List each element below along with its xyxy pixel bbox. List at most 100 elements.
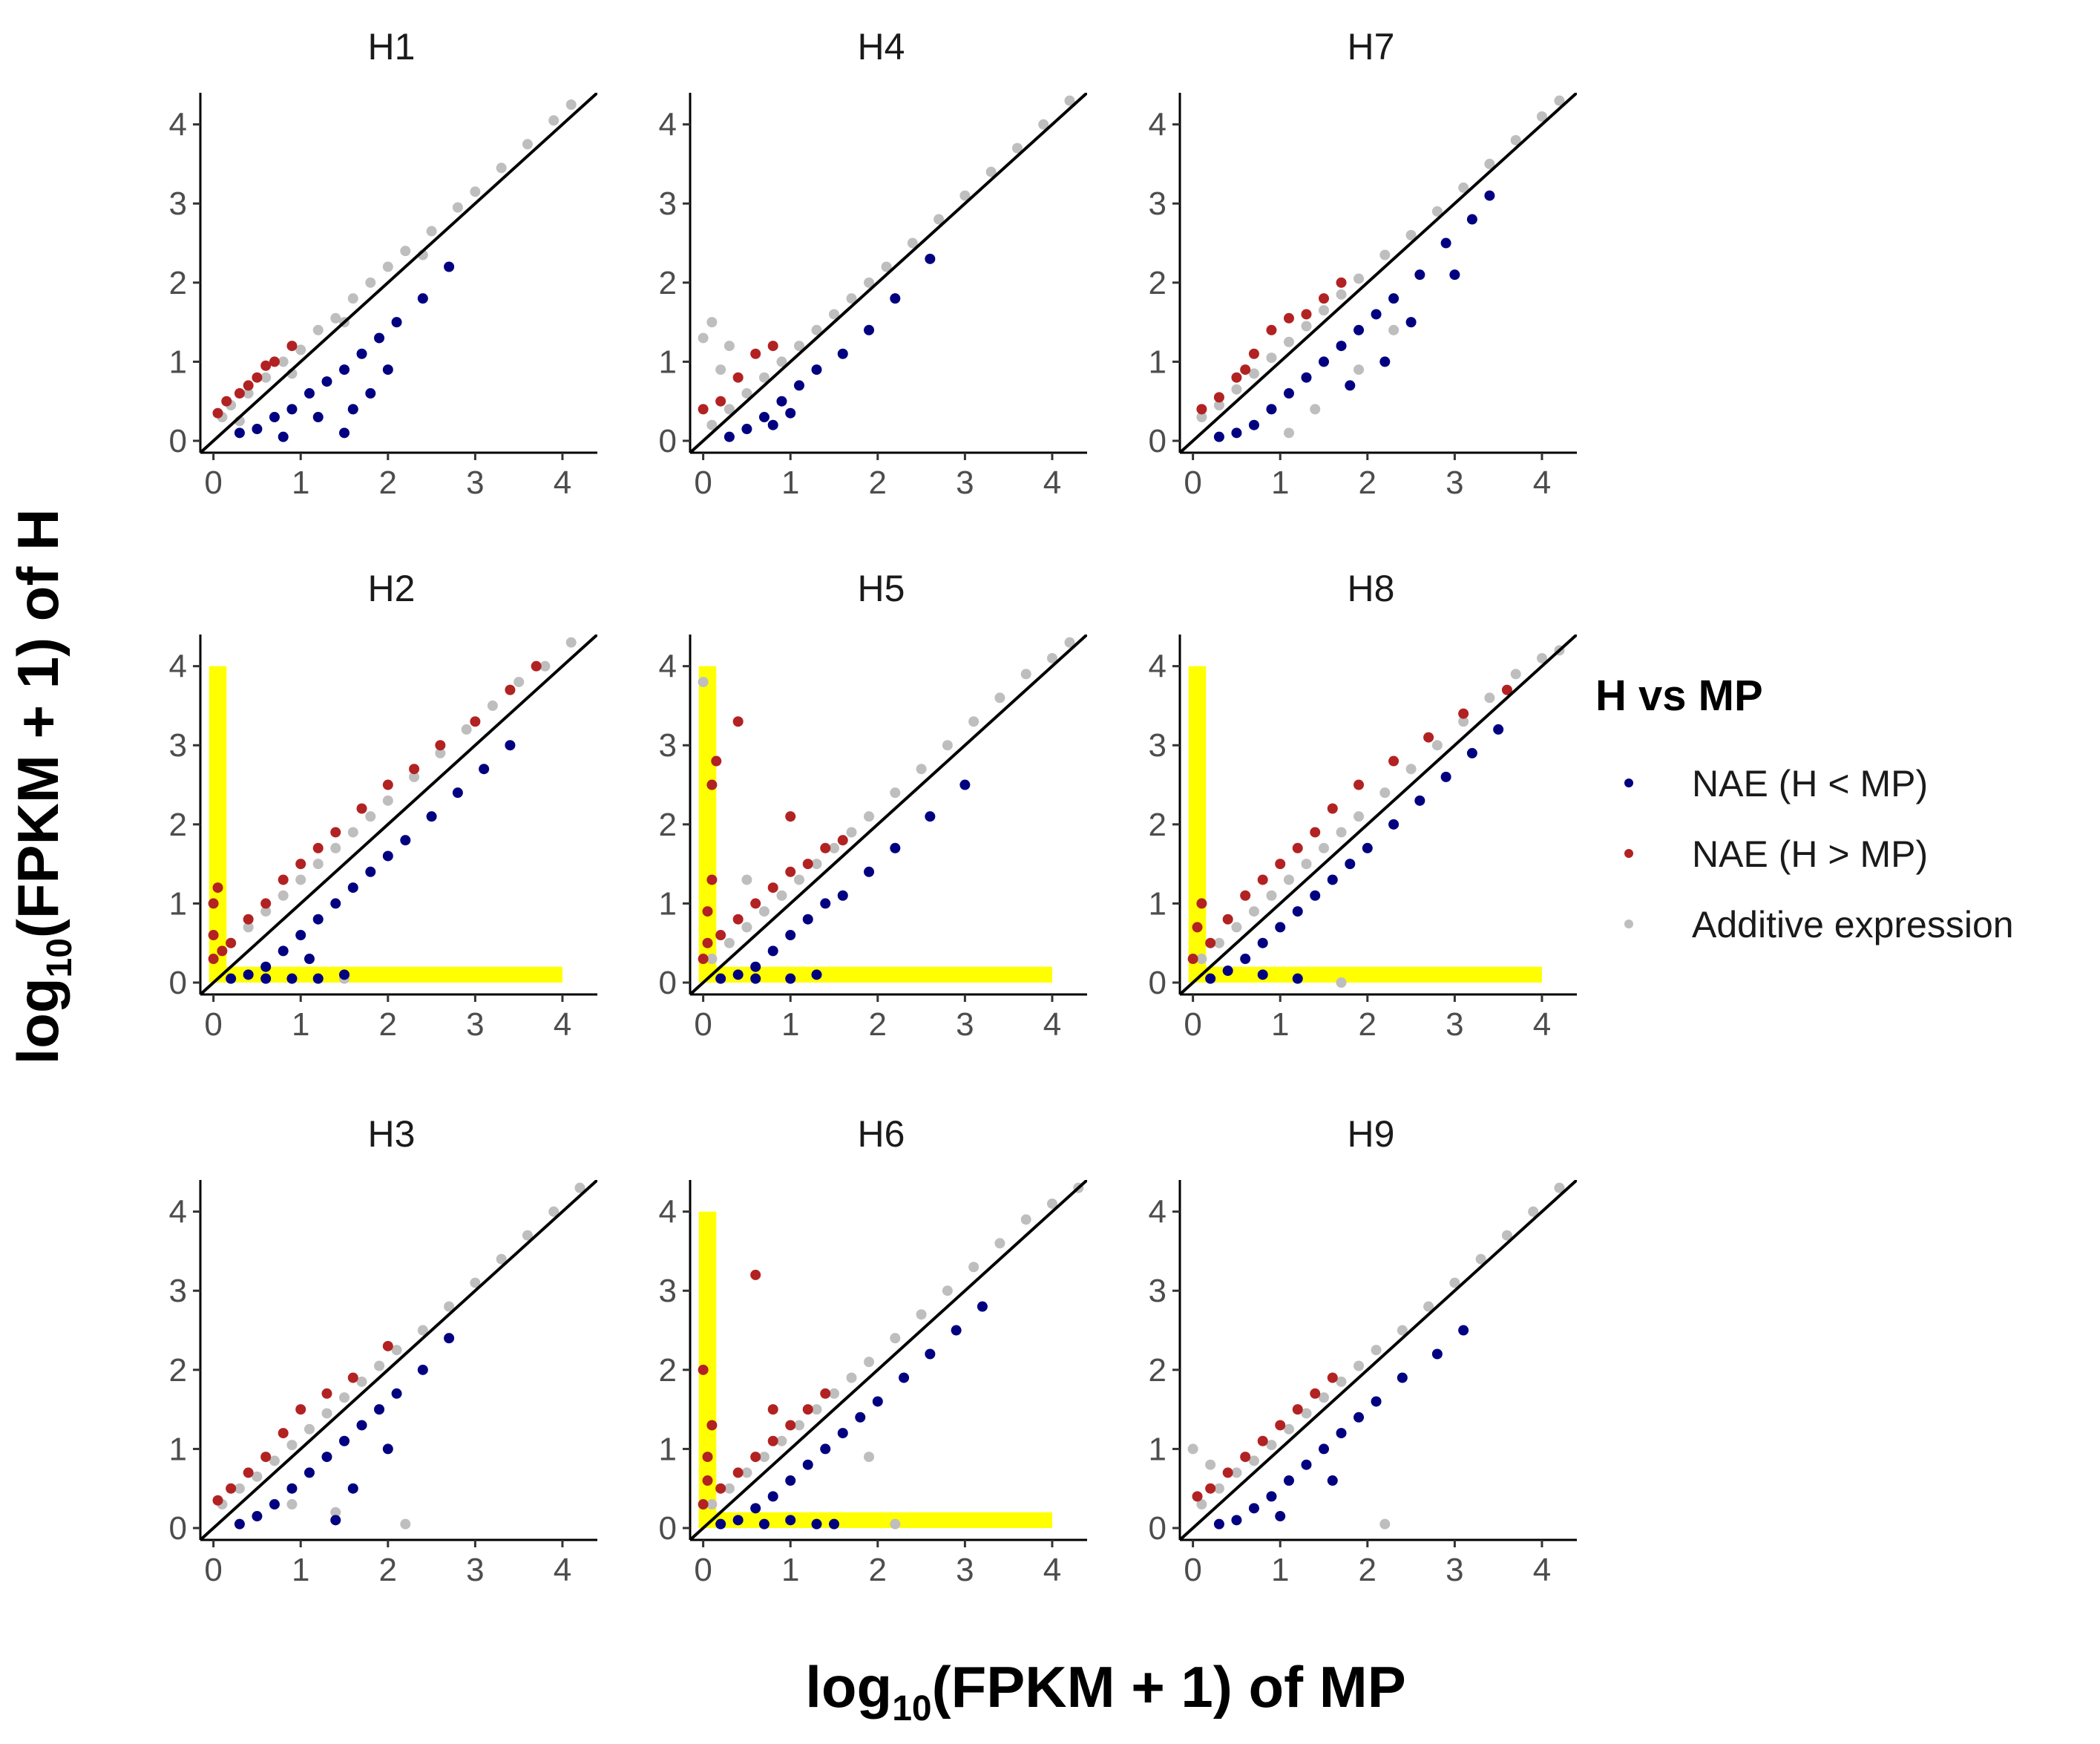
nae-low-point <box>750 1503 761 1514</box>
additive-point <box>522 139 533 150</box>
additive-point <box>994 692 1005 704</box>
nae-high-point <box>698 1364 709 1375</box>
x-tick-label: 1 <box>1271 1006 1289 1043</box>
nae-high-point <box>208 898 219 909</box>
panel-h2: H2 0 1 2 3 4 0 1 2 3 4 <box>169 568 597 1043</box>
additive-point <box>959 190 971 201</box>
identity-line <box>200 1180 597 1540</box>
additive-point <box>1011 142 1023 154</box>
nae-low-point <box>715 973 726 984</box>
x-tick-label: 1 <box>292 1006 309 1043</box>
nae-high-point <box>1292 1404 1303 1415</box>
nae-high-point <box>278 874 289 885</box>
nae-high-point <box>356 803 367 814</box>
nae-high-point <box>1301 309 1312 320</box>
nae-low-point <box>1275 922 1286 933</box>
y-tick-label: 1 <box>659 1431 677 1467</box>
additive-point <box>1248 906 1259 917</box>
nae-low-point <box>505 740 516 751</box>
additive-point <box>1213 937 1224 948</box>
nae-high-point <box>802 859 813 870</box>
nae-low-point <box>417 293 428 304</box>
legend-label-nae-high: NAE (H > MP) <box>1692 833 1928 875</box>
nae-high-point <box>750 1269 761 1280</box>
nae-low-point <box>1484 190 1495 201</box>
nae-high-point <box>732 914 744 925</box>
additive-point <box>864 811 875 822</box>
nae-low-point <box>1466 214 1477 225</box>
nae-high-point <box>1275 1420 1286 1431</box>
additive-point <box>426 226 437 237</box>
nae-high-point <box>1231 372 1242 383</box>
additive-point <box>846 293 857 304</box>
y-tick-label: 3 <box>1149 186 1167 222</box>
nae-high-point <box>750 348 761 359</box>
y-tick-label: 1 <box>659 344 677 380</box>
nae-high-point <box>243 380 254 391</box>
panel-title: H1 <box>368 26 416 68</box>
nae-high-point <box>1275 859 1286 870</box>
nae-low-point <box>1257 969 1268 980</box>
x-tick-label: 0 <box>1184 465 1201 501</box>
legend-key-nae-low <box>1624 778 1633 787</box>
nae-low-point <box>391 1388 402 1399</box>
additive-point <box>916 1309 927 1320</box>
additive-point <box>435 747 446 758</box>
nae-low-point <box>1292 906 1303 917</box>
additive-point <box>1213 400 1224 411</box>
additive-point <box>933 214 945 225</box>
additive-point <box>1301 321 1312 332</box>
nae-low-point <box>312 914 324 925</box>
nae-high-point <box>212 882 223 894</box>
nae-high-point <box>698 954 709 965</box>
additive-point <box>1431 740 1443 751</box>
x-tick-label: 4 <box>554 1552 571 1588</box>
nae-low-point <box>741 424 752 435</box>
nae-low-point <box>1213 1518 1224 1530</box>
nae-low-point <box>811 969 822 980</box>
additive-point <box>1046 1198 1057 1209</box>
panel-h3: H3 0 1 2 3 4 0 1 2 3 4 <box>169 1113 597 1588</box>
additive-point <box>243 922 254 933</box>
additive-point <box>400 1518 411 1530</box>
additive-point <box>1248 368 1259 379</box>
additive-point <box>1528 1206 1539 1217</box>
nae-low-point <box>382 1443 393 1455</box>
additive-point <box>1266 353 1277 364</box>
nae-low-point <box>1319 1443 1330 1455</box>
additive-point <box>1283 1423 1294 1435</box>
additive-point <box>286 1499 298 1510</box>
y-tick-label: 2 <box>169 1352 187 1389</box>
panel-title: H4 <box>858 26 905 68</box>
nae-high-point <box>1240 1452 1251 1463</box>
additive-point <box>243 388 254 399</box>
panel-h6: H6 0 1 2 3 4 0 1 2 3 4 <box>659 1113 1087 1588</box>
legend-key-nae-high <box>1624 849 1633 858</box>
additive-point <box>1046 652 1057 663</box>
nae-low-point <box>286 973 298 984</box>
nae-low-point <box>252 1511 263 1522</box>
nae-low-point <box>1379 356 1391 367</box>
nae-low-point <box>347 1483 358 1494</box>
additive-point <box>1379 787 1391 799</box>
y-tick-label: 4 <box>659 649 677 685</box>
additive-point <box>269 1455 280 1466</box>
additive-point <box>758 906 770 917</box>
additive-point <box>1353 811 1365 822</box>
nae-low-point <box>1353 1412 1365 1423</box>
nae-low-point <box>1222 966 1233 977</box>
additive-point <box>1353 364 1365 376</box>
additive-point <box>723 341 735 352</box>
nae-high-point <box>1310 1388 1321 1399</box>
nae-low-point <box>303 1467 315 1478</box>
additive-point <box>1319 1392 1330 1403</box>
additive-point <box>985 166 997 177</box>
nae-low-point <box>1327 874 1338 885</box>
y-tick-label: 1 <box>1149 1431 1167 1467</box>
nae-high-point <box>1327 1372 1338 1383</box>
nae-high-point <box>706 1420 718 1431</box>
nae-low-point <box>1283 388 1294 399</box>
additive-point <box>1196 412 1207 423</box>
nae-low-point <box>295 930 306 941</box>
nae-high-point <box>715 1483 726 1494</box>
